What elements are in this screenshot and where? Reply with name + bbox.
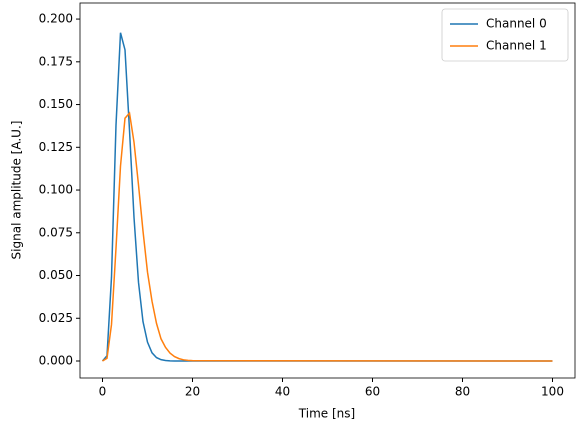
y-axis-label: Signal amplitude [A.U.] (10, 121, 24, 260)
y-tick-label: 0.000 (39, 354, 73, 368)
x-tick-label: 60 (365, 385, 380, 399)
y-tick-label: 0.125 (39, 140, 73, 154)
x-axis-label: Time [ns] (298, 407, 355, 421)
y-tick-label: 0.050 (39, 268, 73, 282)
axes-frame (79, 2, 576, 379)
y-tick-label: 0.175 (39, 54, 73, 68)
x-tick-label: 20 (185, 385, 200, 399)
y-tick-label: 0.025 (39, 311, 73, 325)
y-tick-label: 0.150 (39, 97, 73, 111)
line (101, 32, 553, 362)
y-tick-label: 0.075 (39, 225, 73, 239)
legend-label: Channel 1 (486, 39, 547, 53)
line (102, 111, 553, 362)
legend-box (441, 8, 569, 62)
x-tick-label: 40 (275, 385, 290, 399)
y-tick-label: 0.100 (39, 183, 73, 197)
x-tick-label: 80 (455, 385, 470, 399)
x-tick-label: 100 (541, 385, 564, 399)
y-tick-label: 0.200 (39, 12, 73, 26)
legend-label: Channel 0 (486, 17, 547, 31)
x-tick-label: 0 (99, 385, 107, 399)
